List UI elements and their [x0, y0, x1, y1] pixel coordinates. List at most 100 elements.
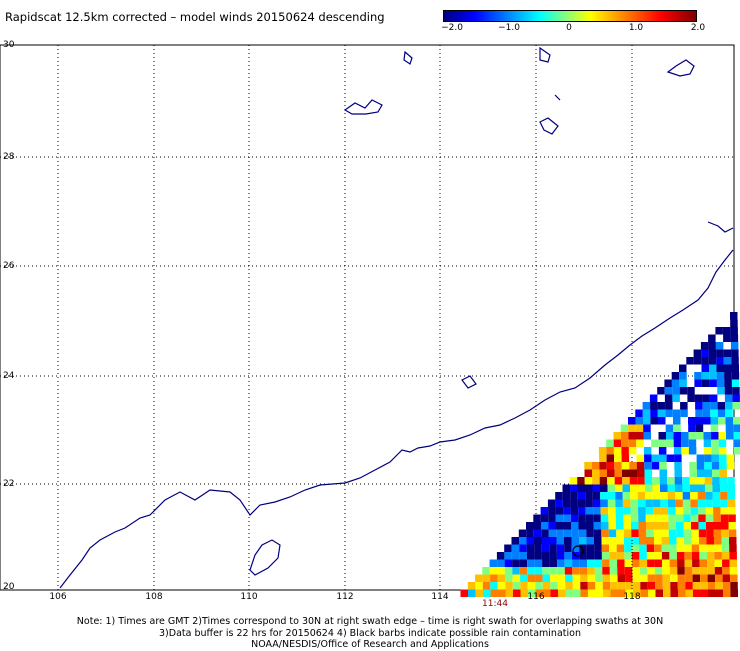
wind-cell	[706, 515, 714, 523]
wind-cell	[609, 545, 617, 553]
wind-cell	[570, 477, 578, 485]
wind-cell	[675, 470, 683, 478]
wind-cell	[623, 515, 631, 523]
wind-cell	[710, 410, 718, 418]
wind-cell	[717, 372, 725, 380]
wind-cell	[628, 417, 636, 425]
wind-cell	[696, 432, 704, 440]
wind-cell	[527, 537, 535, 545]
wind-cell	[573, 582, 581, 590]
wind-cell	[622, 470, 630, 478]
wind-cell	[715, 567, 723, 575]
wind-cell	[717, 380, 725, 388]
wind-cell	[549, 545, 557, 553]
wind-cell	[685, 560, 693, 568]
wind-cell	[643, 417, 651, 425]
wind-cell	[670, 560, 678, 568]
wind-cell	[732, 387, 740, 395]
wind-cell	[676, 522, 684, 530]
wind-cell	[535, 560, 543, 568]
wind-cell	[710, 395, 718, 403]
wind-cell	[504, 552, 512, 560]
wind-cell	[490, 567, 498, 575]
wind-cell	[570, 485, 578, 493]
wind-cell	[629, 432, 637, 440]
wind-cell	[549, 537, 557, 545]
wind-cell	[703, 417, 711, 425]
wind-cell	[542, 545, 550, 553]
wind-cell	[697, 455, 705, 463]
wind-cell	[565, 560, 573, 568]
wind-cell	[512, 537, 520, 545]
wind-cell	[542, 537, 550, 545]
wind-cell	[684, 552, 692, 560]
wind-cell	[684, 545, 692, 553]
wind-cell	[549, 522, 557, 530]
wind-cell	[609, 522, 617, 530]
wind-cell	[662, 567, 670, 575]
wind-cell	[490, 575, 498, 583]
wind-cell	[720, 477, 728, 485]
wind-cell	[652, 462, 660, 470]
wind-cell	[557, 545, 565, 553]
wind-cell	[662, 545, 670, 553]
wind-cell	[694, 380, 702, 388]
wind-cell	[660, 500, 668, 508]
wind-cell	[558, 590, 566, 598]
wind-cell	[506, 590, 514, 598]
wind-cell	[701, 342, 709, 350]
wind-cell	[732, 395, 740, 403]
wind-cell	[673, 410, 681, 418]
wind-cell	[681, 432, 689, 440]
wind-cell	[669, 537, 677, 545]
wind-cell	[655, 582, 663, 590]
wind-cell	[645, 492, 653, 500]
wind-cell	[654, 530, 662, 538]
wind-cell	[730, 312, 738, 320]
wind-cell	[579, 530, 587, 538]
wind-cell	[721, 507, 729, 515]
wind-cell	[729, 545, 737, 553]
wind-cell	[674, 447, 682, 455]
lon-label: 106	[49, 592, 66, 602]
wind-cell	[644, 462, 652, 470]
wind-cell	[622, 477, 630, 485]
wind-cell	[621, 440, 629, 448]
wind-cell	[708, 582, 716, 590]
wind-cell	[656, 590, 664, 598]
wind-cell	[550, 575, 558, 583]
wind-cell	[647, 552, 655, 560]
wind-cell	[646, 515, 654, 523]
wind-cell	[714, 552, 722, 560]
wind-cell	[709, 380, 717, 388]
wind-cell	[714, 522, 722, 530]
wind-cell	[581, 590, 589, 598]
wind-cell	[595, 567, 603, 575]
wind-cell	[686, 590, 694, 598]
lat-label: 22	[3, 479, 14, 489]
wind-cell	[595, 560, 603, 568]
wind-cell	[700, 567, 708, 575]
wind-cell	[712, 462, 720, 470]
wind-cell	[608, 500, 616, 508]
wind-cell	[596, 590, 604, 598]
wind-cell	[665, 402, 673, 410]
wind-cell	[594, 537, 602, 545]
wind-cell	[643, 425, 651, 433]
wind-cell	[733, 425, 740, 433]
wind-cell	[666, 425, 674, 433]
wind-cell	[534, 552, 542, 560]
wind-cell	[615, 470, 623, 478]
wind-cell	[721, 515, 729, 523]
wind-cell	[535, 582, 543, 590]
wind-cell	[692, 560, 700, 568]
wind-cell	[723, 575, 731, 583]
wind-cell	[603, 590, 611, 598]
wind-cell	[660, 492, 668, 500]
wind-cell	[648, 590, 656, 598]
wind-cell	[601, 515, 609, 523]
wind-cell	[602, 545, 610, 553]
wind-cell	[623, 507, 631, 515]
wind-cell	[617, 552, 625, 560]
